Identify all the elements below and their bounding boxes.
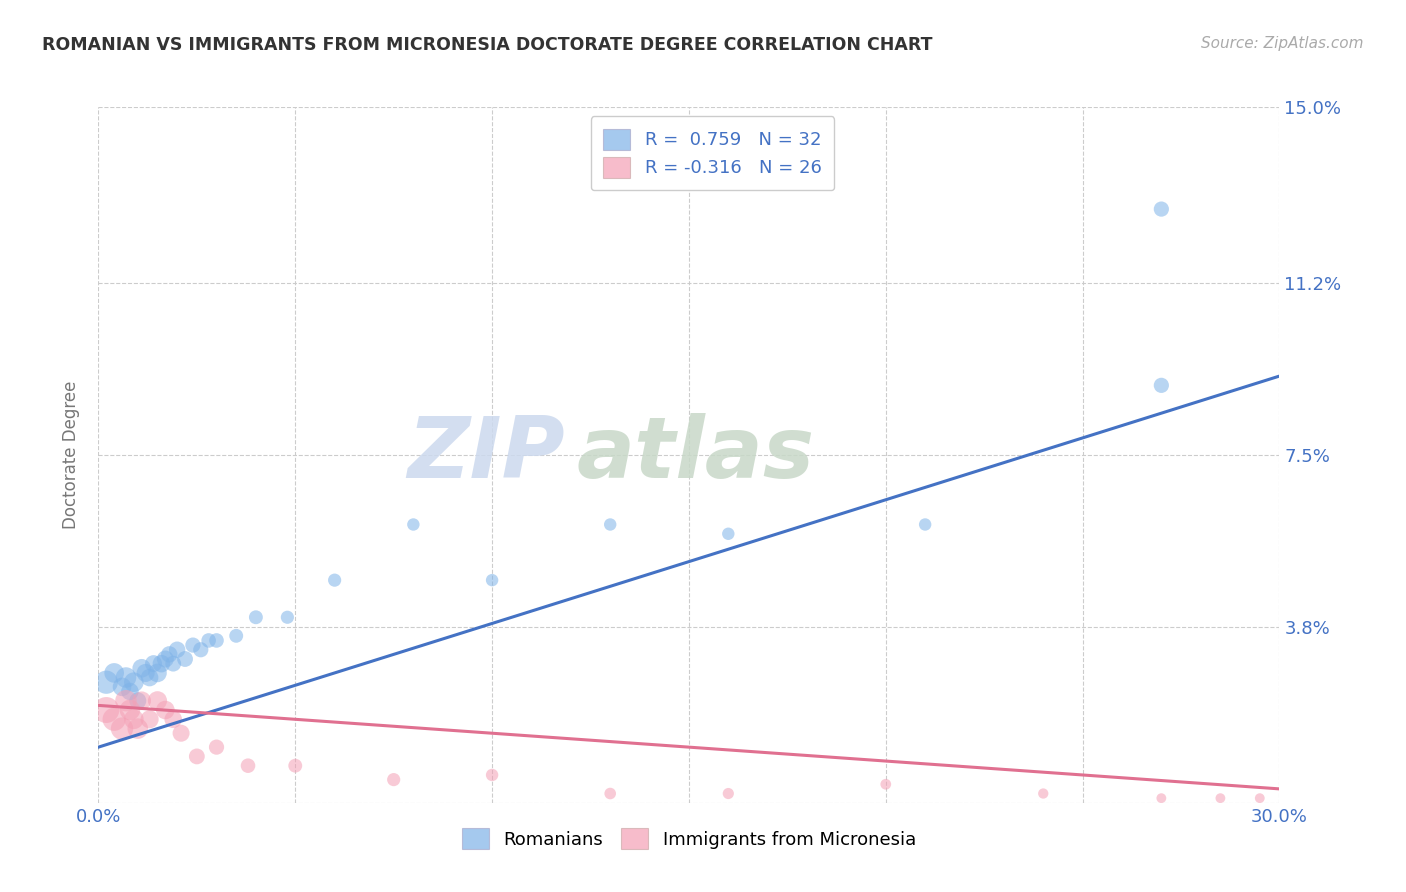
- Point: [481, 573, 503, 587]
- Y-axis label: Doctorate Degree: Doctorate Degree: [62, 381, 80, 529]
- Point: [181, 638, 204, 652]
- Point: [914, 517, 936, 532]
- Point: [174, 652, 197, 666]
- Point: [717, 526, 740, 541]
- Point: [138, 712, 160, 726]
- Legend: Romanians, Immigrants from Micronesia: Romanians, Immigrants from Micronesia: [454, 822, 924, 856]
- Point: [127, 722, 149, 736]
- Point: [166, 642, 188, 657]
- Point: [382, 772, 405, 787]
- Point: [481, 768, 503, 782]
- Point: [146, 665, 169, 680]
- Point: [155, 652, 177, 666]
- Point: [225, 629, 247, 643]
- Point: [205, 740, 228, 755]
- Point: [190, 642, 212, 657]
- Point: [1150, 791, 1173, 805]
- Point: [115, 694, 138, 708]
- Point: [150, 657, 173, 671]
- Point: [131, 661, 153, 675]
- Text: atlas: atlas: [576, 413, 815, 497]
- Point: [170, 726, 193, 740]
- Point: [276, 610, 298, 624]
- Text: ZIP: ZIP: [408, 413, 565, 497]
- Point: [157, 648, 180, 662]
- Point: [111, 680, 134, 694]
- Point: [599, 787, 621, 801]
- Point: [236, 758, 259, 772]
- Point: [96, 675, 118, 690]
- Point: [146, 694, 169, 708]
- Point: [186, 749, 208, 764]
- Point: [127, 694, 149, 708]
- Point: [402, 517, 425, 532]
- Point: [103, 665, 125, 680]
- Point: [162, 657, 184, 671]
- Point: [599, 517, 621, 532]
- Point: [717, 787, 740, 801]
- Point: [118, 684, 141, 698]
- Text: ROMANIAN VS IMMIGRANTS FROM MICRONESIA DOCTORATE DEGREE CORRELATION CHART: ROMANIAN VS IMMIGRANTS FROM MICRONESIA D…: [42, 36, 932, 54]
- Point: [245, 610, 267, 624]
- Point: [122, 675, 145, 690]
- Point: [96, 703, 118, 717]
- Point: [155, 703, 177, 717]
- Point: [142, 657, 165, 671]
- Point: [284, 758, 307, 772]
- Point: [197, 633, 219, 648]
- Point: [1209, 791, 1232, 805]
- Point: [103, 712, 125, 726]
- Point: [875, 777, 897, 791]
- Point: [205, 633, 228, 648]
- Point: [131, 694, 153, 708]
- Point: [118, 703, 141, 717]
- Point: [162, 712, 184, 726]
- Text: Source: ZipAtlas.com: Source: ZipAtlas.com: [1201, 36, 1364, 51]
- Point: [135, 665, 157, 680]
- Point: [1249, 791, 1271, 805]
- Point: [323, 573, 346, 587]
- Point: [1150, 202, 1173, 216]
- Point: [115, 671, 138, 685]
- Point: [138, 671, 160, 685]
- Point: [111, 722, 134, 736]
- Point: [122, 712, 145, 726]
- Point: [1032, 787, 1054, 801]
- Point: [1150, 378, 1173, 392]
